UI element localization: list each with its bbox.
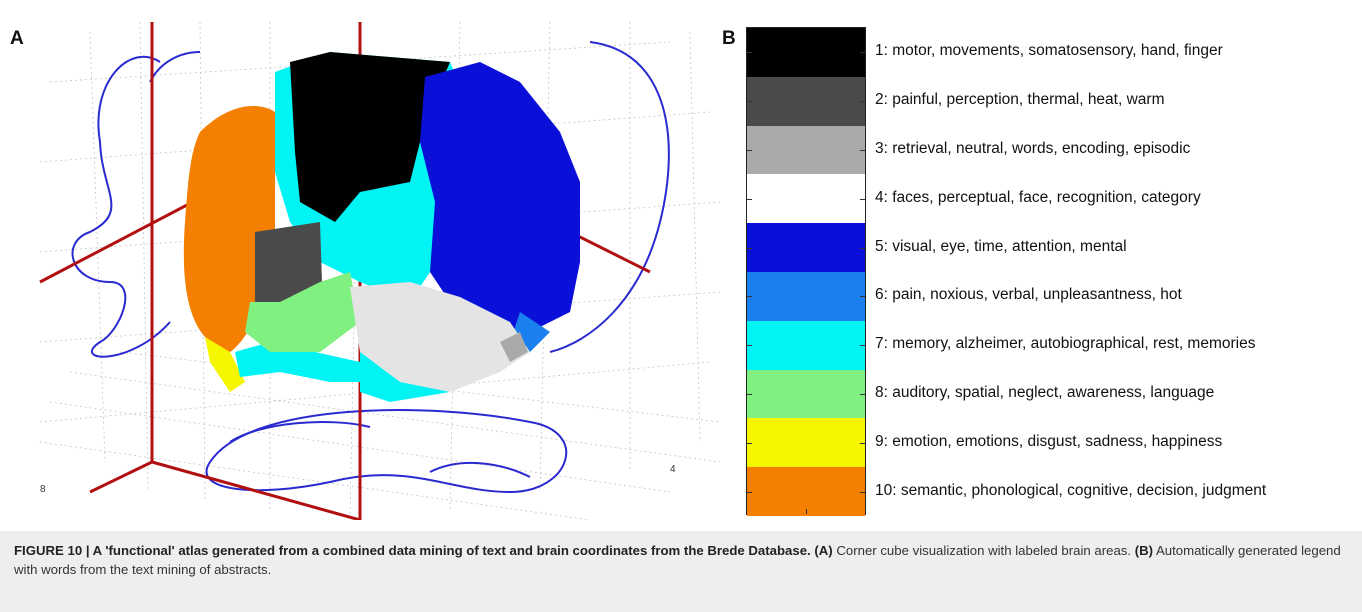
legend-item-label: 2: painful, perception, thermal, heat, w…: [875, 91, 1165, 109]
region-5-blue: [420, 62, 580, 332]
legend-tick: [747, 345, 752, 347]
legend-color-bar: [746, 27, 866, 516]
legend-tick: [747, 442, 752, 444]
legend-tick: [747, 247, 752, 249]
legend-swatch: [747, 223, 865, 272]
legend-bottom-tick: [806, 509, 807, 514]
legend-tick: [747, 296, 752, 298]
caption-tag-b: (B): [1134, 543, 1154, 558]
legend-tick: [860, 394, 865, 395]
legend-tick: [860, 247, 865, 249]
legend-swatch: [747, 174, 865, 224]
region-3-gray: [500, 332, 528, 362]
panel-label-b: B: [722, 28, 736, 49]
legend-swatch: [747, 28, 865, 77]
legend-tick: [860, 491, 865, 493]
legend-tick: [747, 394, 752, 395]
axis-tick-label-right: 4: [670, 464, 676, 475]
legend-swatch: [747, 125, 865, 175]
legend-swatch: [747, 320, 865, 370]
legend-tick: [747, 198, 752, 200]
legend-item-label: 4: faces, perceptual, face, recognition,…: [875, 188, 1201, 206]
legend-item-label: 5: visual, eye, time, attention, mental: [875, 237, 1127, 255]
legend-swatch: [747, 418, 865, 468]
legend-swatch: [747, 76, 865, 126]
legend-item-label: 7: memory, alzheimer, autobiographical, …: [875, 335, 1256, 353]
brain-regions: [183, 52, 580, 402]
legend-tick: [747, 101, 752, 103]
legend-tick: [860, 52, 865, 54]
caption-tag-a: (A): [814, 543, 833, 558]
region-3-white: [350, 282, 530, 392]
panel-label-a: A: [10, 28, 24, 49]
legend-item-label: 3: retrieval, neutral, words, encoding, …: [875, 140, 1191, 157]
legend-tick: [747, 491, 752, 493]
legend-tick: [747, 52, 752, 54]
caption-text-a: Corner cube visualization with labeled b…: [832, 543, 1135, 558]
legend-tick: [860, 150, 865, 151]
figure-caption: FIGURE 10 | A 'functional' atlas generat…: [0, 531, 1362, 612]
legend-tick: [860, 296, 865, 298]
legend-item-label: 8: auditory, spatial, neglect, awareness…: [875, 384, 1215, 401]
legend-tick: [860, 345, 865, 347]
legend-tick: [747, 150, 752, 151]
legend-tick: [860, 101, 865, 103]
region-1-black: [290, 52, 450, 222]
caption-figure-title: FIGURE 10 | A 'functional' atlas generat…: [14, 543, 811, 558]
legend-tick: [860, 442, 865, 444]
legend-item-label: 9: emotion, emotions, disgust, sadness, …: [875, 432, 1223, 450]
legend-swatch: [747, 369, 865, 419]
region-9-yellow: [205, 337, 245, 392]
legend-item-label: 1: motor, movements, somatosensory, hand…: [875, 42, 1223, 60]
caption-text-b: Automatically generated legend with word…: [14, 543, 1341, 577]
region-8-green: [245, 272, 360, 352]
legend-item-label: 6: pain, noxious, verbal, unpleasantness…: [875, 286, 1182, 304]
legend-swatch: [747, 467, 865, 516]
legend-swatch: [747, 272, 865, 321]
region-7-cyan-lower: [235, 342, 360, 382]
legend-item-label: 10: semantic, phonological, cognitive, d…: [875, 481, 1267, 499]
axis-tick-label-left: 8: [40, 484, 46, 495]
corner-cube-brain-visualization: 8 4: [39, 22, 720, 520]
legend-tick: [860, 198, 865, 200]
region-10-orange: [183, 106, 275, 352]
